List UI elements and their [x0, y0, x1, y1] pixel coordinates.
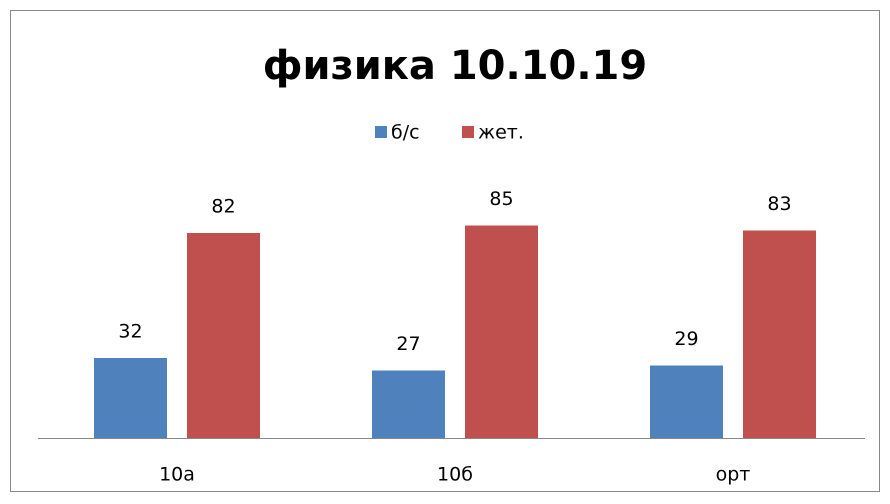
bar [372, 370, 445, 438]
data-label: 85 [489, 188, 513, 210]
bar [187, 233, 260, 438]
bar [94, 358, 167, 438]
x-tick-label: орт [716, 464, 751, 486]
data-label: 82 [211, 196, 235, 218]
legend-swatch [462, 126, 474, 138]
data-label: 27 [396, 333, 420, 355]
chart-title: физика 10.10.19 [263, 43, 647, 89]
legend-label: жет. [478, 122, 524, 144]
data-label: 29 [674, 328, 698, 350]
x-tick-label: 10а [159, 464, 195, 486]
data-label: 83 [767, 193, 791, 215]
bar [743, 230, 816, 438]
x-tick-label: 10б [437, 464, 473, 486]
legend-swatch [375, 126, 387, 138]
legend-label: б/с [391, 122, 420, 144]
data-label: 32 [118, 321, 142, 343]
bar [650, 365, 723, 438]
bar [465, 225, 538, 438]
